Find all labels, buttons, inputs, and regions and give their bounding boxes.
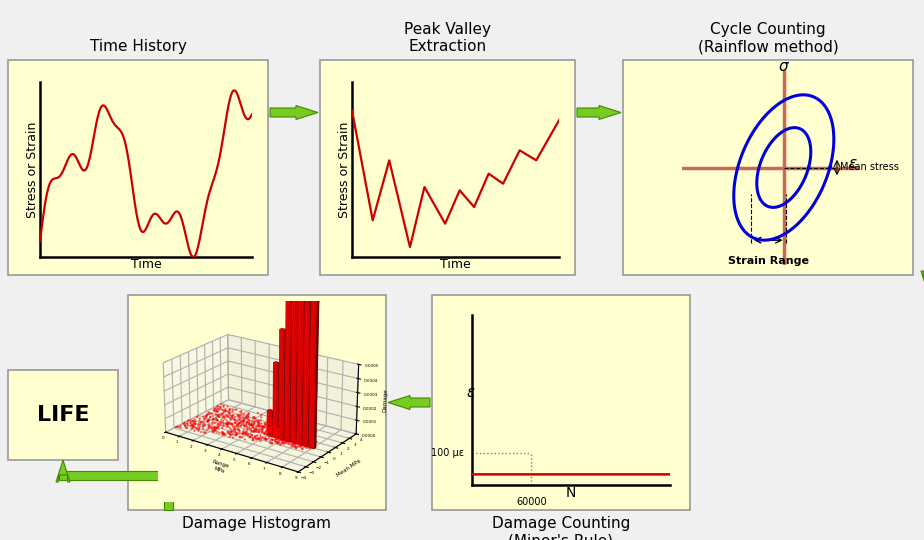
- X-axis label: Range
MPa: Range MPa: [210, 460, 230, 475]
- Text: Time History: Time History: [90, 39, 187, 54]
- Y-axis label: Mean MPa: Mean MPa: [335, 458, 361, 478]
- Polygon shape: [577, 105, 621, 119]
- Text: Peak Valley
Extraction: Peak Valley Extraction: [404, 22, 491, 54]
- Text: Strain Range: Strain Range: [728, 255, 808, 266]
- FancyBboxPatch shape: [623, 60, 913, 275]
- Text: LIFE: LIFE: [37, 405, 90, 425]
- Polygon shape: [58, 470, 173, 480]
- Text: $\sigma$: $\sigma$: [778, 59, 790, 75]
- Y-axis label: Stress or Strain: Stress or Strain: [337, 122, 350, 218]
- Y-axis label: $\varepsilon$: $\varepsilon$: [466, 385, 476, 400]
- FancyBboxPatch shape: [8, 370, 118, 460]
- Polygon shape: [270, 105, 318, 119]
- Text: Mean stress: Mean stress: [840, 163, 898, 172]
- FancyBboxPatch shape: [320, 60, 575, 275]
- Text: $\varepsilon$: $\varepsilon$: [848, 157, 858, 172]
- Y-axis label: Stress or Strain: Stress or Strain: [26, 122, 39, 218]
- FancyBboxPatch shape: [128, 295, 386, 510]
- X-axis label: N: N: [565, 487, 577, 501]
- Text: Damage Histogram: Damage Histogram: [183, 516, 332, 531]
- Text: 100 με: 100 με: [431, 448, 464, 458]
- FancyBboxPatch shape: [8, 60, 268, 275]
- FancyBboxPatch shape: [432, 295, 690, 510]
- Polygon shape: [56, 460, 70, 482]
- Polygon shape: [164, 475, 173, 510]
- Polygon shape: [388, 395, 430, 409]
- Text: 60000: 60000: [517, 497, 547, 507]
- Text: Cycle Counting
(Rainflow method): Cycle Counting (Rainflow method): [698, 22, 838, 54]
- Text: Damage Counting
(Miner's Rule): Damage Counting (Miner's Rule): [492, 516, 630, 540]
- X-axis label: Time: Time: [440, 258, 471, 272]
- X-axis label: Time: Time: [130, 258, 162, 272]
- Polygon shape: [921, 271, 924, 293]
